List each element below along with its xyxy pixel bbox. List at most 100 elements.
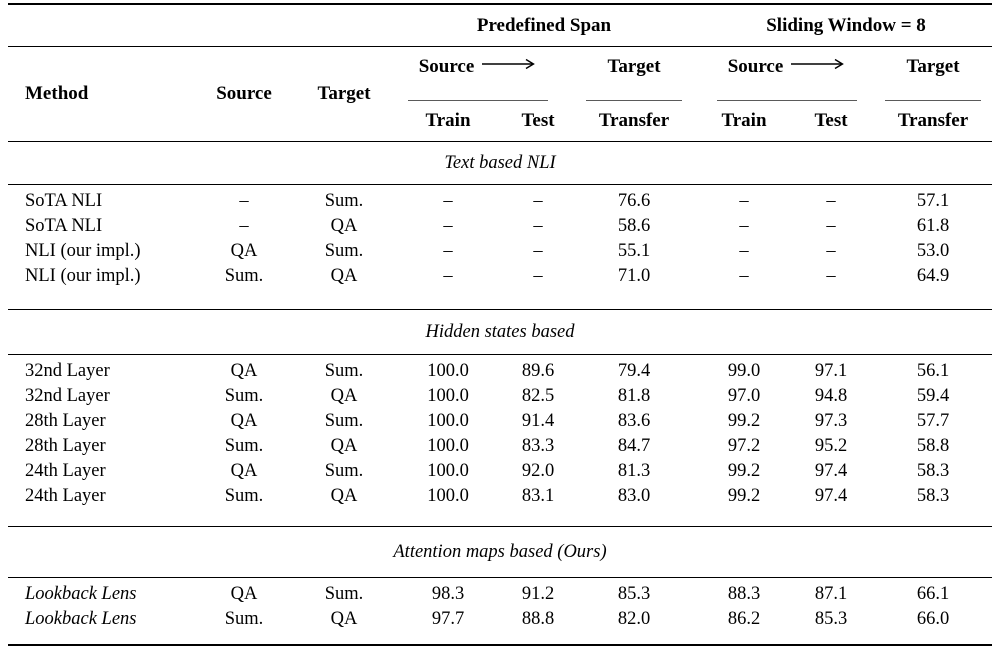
section-title-row: Attention maps based (Ours) [8, 526, 992, 578]
col-header-target: Target [300, 46, 388, 142]
cell-target: Sum. [324, 411, 364, 431]
cell-transfer-sliding: 59.4 [916, 386, 950, 406]
cell-method: 32nd Layer [25, 386, 110, 406]
cell-source: QA [230, 461, 258, 481]
cell-source: Sum. [224, 436, 264, 456]
cell-transfer-predefined: 79.4 [617, 361, 651, 381]
section-attention-maps: Lookback Lens QA Sum. 98.3 91.2 85.3 88.… [8, 578, 992, 646]
cell-method: 24th Layer [25, 461, 106, 481]
cell-test-sliding: 97.4 [788, 484, 874, 527]
section-hidden-states: 32nd Layer QA Sum. 100.0 89.6 79.4 99.0 … [8, 355, 992, 527]
cell-transfer-predefined: 81.3 [617, 461, 651, 481]
cell-transfer-sliding: 64.9 [874, 264, 992, 310]
cmidrule-target-sliding [885, 100, 981, 101]
cell-test-predefined: 82.5 [521, 386, 555, 406]
cell-target: Sum. [324, 361, 364, 381]
col-header-test-sliding: Test [788, 101, 874, 142]
cell-train-sliding: 99.2 [700, 484, 788, 527]
table-row: 24th Layer Sum. QA 100.0 83.1 83.0 99.2 … [8, 484, 992, 527]
cell-method: SoTA NLI [25, 191, 103, 211]
cell-test-sliding: 97.4 [814, 461, 848, 481]
cell-train-sliding: – [739, 191, 749, 211]
cell-transfer-predefined: 83.0 [568, 484, 700, 527]
spanner-source-label: Source [418, 56, 475, 77]
cell-source: Sum. [224, 386, 264, 406]
col-header-transfer-predefined: Transfer [568, 101, 700, 142]
cell-test-sliding: 97.1 [814, 361, 848, 381]
cell-source: QA [230, 584, 258, 604]
cell-train-predefined: 98.3 [431, 584, 465, 604]
cell-target: QA [300, 264, 388, 310]
table-row: Lookback Lens Sum. QA 97.7 88.8 82.0 86.… [8, 607, 992, 646]
cell-test-predefined: 83.3 [521, 436, 555, 456]
cell-method: Lookback Lens [8, 607, 188, 646]
spanner-target-sliding: Target [874, 47, 992, 101]
cell-transfer-predefined: 76.6 [617, 191, 651, 211]
cell-transfer-sliding: 58.8 [916, 436, 950, 456]
cell-source: Sum. [188, 607, 300, 646]
cell-train-predefined: 100.0 [427, 411, 469, 431]
col-header-train-sliding: Train [700, 101, 788, 142]
cell-train-sliding: 99.0 [727, 361, 761, 381]
cell-transfer-predefined: 58.6 [617, 216, 651, 236]
cell-train-sliding: 99.2 [727, 411, 761, 431]
spanner-source-label: Source [727, 56, 784, 77]
cell-test-sliding: – [826, 241, 836, 261]
cell-method: 28th Layer [25, 436, 106, 456]
col-header-method: Method [8, 46, 188, 142]
section-title-text-based-nli: Text based NLI [8, 141, 992, 185]
cell-source: – [239, 216, 249, 236]
cell-transfer-sliding: 53.0 [916, 241, 950, 261]
cell-train-predefined: 97.7 [388, 607, 508, 646]
cell-train-predefined: – [443, 241, 453, 261]
cell-source: QA [230, 241, 258, 261]
spanner-source-sliding: Source [700, 47, 874, 101]
col-header-transfer-sliding: Transfer [874, 101, 992, 142]
spanner-header-row: Method Source Target Source Target Sourc… [8, 46, 992, 142]
cmidrule-source-predefined [408, 100, 548, 101]
cell-transfer-predefined: 83.6 [617, 411, 651, 431]
cell-test-sliding: 95.2 [814, 436, 848, 456]
cell-test-predefined: – [533, 216, 543, 236]
cell-train-sliding: – [739, 241, 749, 261]
cell-train-predefined: 100.0 [427, 436, 469, 456]
cell-method: NLI (our impl.) [8, 264, 188, 310]
cell-transfer-sliding: 57.1 [916, 191, 950, 211]
col-header-source: Source [188, 46, 300, 142]
cell-test-predefined: – [533, 191, 543, 211]
cell-train-sliding: 88.3 [727, 584, 761, 604]
cell-target: Sum. [324, 584, 364, 604]
cell-test-predefined: 88.8 [508, 607, 568, 646]
cell-transfer-predefined: 55.1 [617, 241, 651, 261]
cell-test-sliding: – [826, 191, 836, 211]
table-row: SoTA NLI – Sum. – – 76.6 – – 57.1 [8, 185, 992, 215]
cell-source: Sum. [188, 484, 300, 527]
cell-test-sliding: 87.1 [814, 584, 848, 604]
cell-transfer-predefined: 85.3 [617, 584, 651, 604]
cell-target: QA [330, 216, 358, 236]
cell-test-sliding: 97.3 [814, 411, 848, 431]
cell-source: – [239, 191, 249, 211]
table-row: 24th Layer QA Sum. 100.0 92.0 81.3 99.2 … [8, 459, 992, 484]
cell-test-predefined: 83.1 [508, 484, 568, 527]
table-row: 32nd Layer Sum. QA 100.0 82.5 81.8 97.0 … [8, 384, 992, 409]
col-header-train-predefined: Train [388, 101, 508, 142]
spanner-target-predefined: Target [568, 47, 700, 101]
cell-train-predefined: – [388, 264, 508, 310]
group-header-sliding-window: Sliding Window = 8 [700, 4, 992, 47]
cell-test-predefined: – [533, 241, 543, 261]
cell-method: 28th Layer [25, 411, 106, 431]
long-right-arrow-icon [790, 54, 846, 75]
cell-transfer-sliding: 66.1 [916, 584, 950, 604]
cell-method: 24th Layer [8, 484, 188, 527]
cell-target: Sum. [324, 191, 364, 211]
col-header-test-predefined: Test [508, 101, 568, 142]
sub-header-row: Train Test Transfer Train Test Transfer [8, 101, 992, 142]
cell-train-sliding: 86.2 [700, 607, 788, 646]
cell-test-sliding: – [788, 264, 874, 310]
cell-test-predefined: 91.2 [521, 584, 555, 604]
table-row: 28th Layer Sum. QA 100.0 83.3 84.7 97.2 … [8, 434, 992, 459]
group-header-predefined-span: Predefined Span [388, 4, 700, 47]
table-row: 28th Layer QA Sum. 100.0 91.4 83.6 99.2 … [8, 409, 992, 434]
section-title-row: Hidden states based [8, 309, 992, 355]
